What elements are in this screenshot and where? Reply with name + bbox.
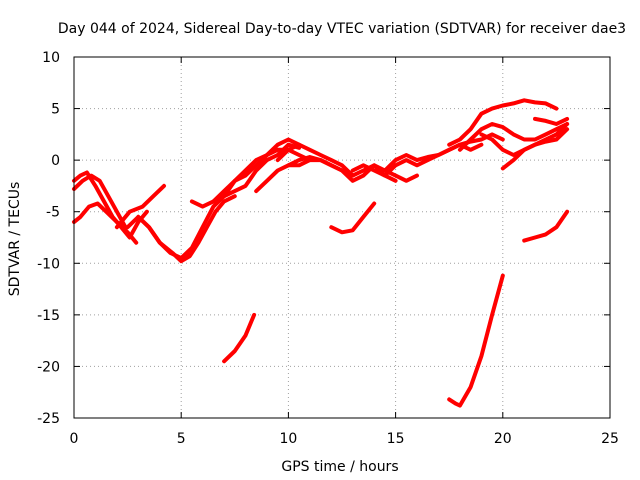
x-tick-label: 25: [601, 431, 619, 447]
x-tick-label: 10: [279, 431, 297, 447]
x-tick-label: 15: [387, 431, 405, 447]
x-tick-label: 5: [177, 431, 186, 447]
y-tick-label: 0: [51, 153, 60, 169]
y-tick-label: -25: [37, 411, 60, 427]
series-arc-3: [72, 201, 139, 245]
y-tick-label: -15: [37, 308, 60, 324]
y-tick-label: -10: [37, 256, 60, 272]
axes: 0 5 10 15 20 25 -25 -20 -15 -10 -5 0 5 10: [37, 50, 619, 447]
x-axis-label: GPS time / hours: [281, 459, 398, 475]
series-arc-13: [286, 155, 419, 183]
series-arc-23: [522, 209, 570, 243]
series-arc-6: [136, 194, 237, 264]
series-group: [72, 98, 570, 408]
series-arc-20: [500, 122, 570, 171]
series-arc-17: [447, 98, 559, 147]
y-tick-label: -20: [37, 359, 60, 375]
plot-frame: [73, 56, 611, 419]
y-axis-label: SDTVAR / TECUs: [7, 182, 23, 297]
series-arc-9: [211, 142, 302, 204]
series-arc-10: [222, 312, 257, 364]
series-arc-5: [114, 183, 166, 230]
x-tick-label: 0: [70, 431, 79, 447]
x-tick-label: 20: [494, 431, 512, 447]
series-arc-18: [457, 122, 570, 152]
grid: [74, 57, 610, 418]
y-tick-label: 10: [42, 50, 60, 66]
series-arc-21: [533, 116, 570, 126]
y-tick-label: -5: [46, 205, 60, 221]
chart-title: Day 044 of 2024, Sidereal Day-to-day VTE…: [58, 21, 626, 37]
y-tick-label: 5: [51, 102, 60, 118]
series-arc-22: [447, 273, 505, 408]
series-arc-2: [72, 173, 128, 230]
series-arc-7: [179, 137, 302, 261]
series-arc-16: [382, 132, 505, 173]
series-arc-1: [72, 170, 149, 240]
series-arc-14: [329, 201, 377, 235]
